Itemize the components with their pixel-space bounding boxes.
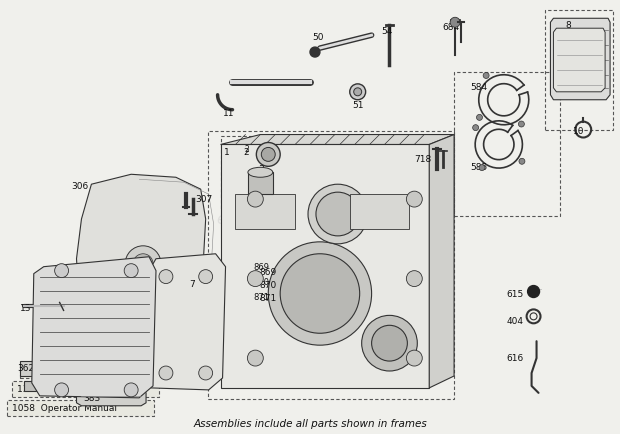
Polygon shape (146, 254, 226, 390)
Circle shape (472, 125, 479, 132)
Circle shape (316, 193, 360, 237)
Text: 306: 306 (71, 182, 89, 191)
Polygon shape (76, 388, 146, 406)
Bar (24, 381, 36, 391)
Circle shape (477, 115, 482, 121)
Circle shape (199, 270, 213, 284)
Circle shape (55, 383, 69, 397)
Polygon shape (554, 29, 605, 92)
Circle shape (406, 350, 422, 366)
Circle shape (519, 159, 525, 165)
Polygon shape (221, 145, 429, 388)
Circle shape (247, 192, 264, 207)
Polygon shape (32, 257, 156, 398)
Text: 584: 584 (470, 82, 487, 92)
Bar (221, 136, 305, 210)
Text: 1058  Operator Manual: 1058 Operator Manual (12, 403, 117, 412)
Text: 3: 3 (259, 165, 264, 174)
Bar (249, 173, 273, 195)
Text: 869: 869 (259, 267, 277, 276)
Bar (249, 260, 307, 275)
Circle shape (159, 270, 173, 284)
Circle shape (350, 85, 366, 101)
Text: eReplacementParts.com: eReplacementParts.com (216, 212, 404, 227)
Circle shape (371, 326, 407, 361)
Text: 51: 51 (353, 101, 364, 109)
Text: 718: 718 (414, 155, 432, 164)
Ellipse shape (248, 168, 273, 178)
Bar (242, 140, 264, 158)
Bar (454, 73, 560, 217)
Text: 615: 615 (507, 289, 524, 298)
Text: 1: 1 (224, 148, 229, 157)
Bar (20, 362, 139, 378)
Bar (7, 400, 154, 416)
Polygon shape (76, 175, 206, 353)
Polygon shape (551, 19, 610, 101)
Circle shape (280, 254, 360, 333)
Text: 2: 2 (244, 145, 249, 154)
Circle shape (133, 254, 153, 274)
Circle shape (406, 192, 422, 207)
Text: 5: 5 (76, 296, 81, 305)
Circle shape (518, 122, 525, 128)
Bar (249, 290, 307, 305)
Bar (350, 195, 409, 230)
Circle shape (256, 143, 280, 167)
Text: 585: 585 (470, 163, 487, 172)
Polygon shape (429, 135, 454, 388)
Text: 11: 11 (223, 108, 234, 118)
Circle shape (247, 350, 264, 366)
Text: 1330  Repair Manual: 1330 Repair Manual (17, 385, 110, 394)
Text: 869: 869 (254, 263, 269, 272)
Text: 13: 13 (20, 304, 32, 313)
Text: 8: 8 (565, 21, 571, 30)
Bar (12, 381, 159, 397)
Circle shape (125, 246, 161, 282)
Bar (249, 275, 307, 290)
Text: 870: 870 (259, 280, 277, 289)
Circle shape (479, 165, 485, 171)
Circle shape (308, 185, 368, 244)
Bar (208, 131, 454, 399)
Text: 9: 9 (565, 56, 571, 65)
Circle shape (261, 148, 275, 162)
Text: 7: 7 (188, 279, 195, 288)
Circle shape (268, 242, 371, 345)
Circle shape (528, 286, 539, 298)
Text: 871: 871 (259, 293, 277, 302)
Circle shape (406, 271, 422, 287)
Circle shape (199, 366, 213, 380)
Text: 616: 616 (507, 353, 524, 362)
Text: 50: 50 (312, 33, 324, 42)
Text: 2: 2 (244, 148, 249, 157)
Text: Assemblies include all parts shown in frames: Assemblies include all parts shown in fr… (193, 418, 427, 427)
Circle shape (124, 383, 138, 397)
Text: 337: 337 (89, 356, 107, 365)
Text: 307: 307 (196, 195, 213, 204)
Text: 871: 871 (254, 293, 269, 301)
Text: 10: 10 (574, 126, 585, 135)
Bar (236, 195, 295, 230)
Circle shape (247, 271, 264, 287)
Text: 48  Short Block: 48 Short Block (25, 366, 94, 375)
Circle shape (361, 316, 417, 371)
Circle shape (124, 264, 138, 278)
Text: 362: 362 (17, 363, 34, 372)
Text: 684: 684 (442, 23, 459, 32)
Text: 404: 404 (507, 317, 524, 326)
Polygon shape (221, 135, 454, 145)
Circle shape (450, 18, 460, 28)
Circle shape (354, 89, 361, 96)
Text: 54: 54 (381, 27, 393, 36)
Text: 870: 870 (254, 277, 269, 286)
Bar (20, 361, 40, 376)
Circle shape (159, 366, 173, 380)
Text: 383: 383 (84, 393, 100, 402)
Bar (546, 11, 613, 130)
Circle shape (55, 264, 69, 278)
Circle shape (310, 48, 320, 58)
Circle shape (483, 73, 489, 79)
